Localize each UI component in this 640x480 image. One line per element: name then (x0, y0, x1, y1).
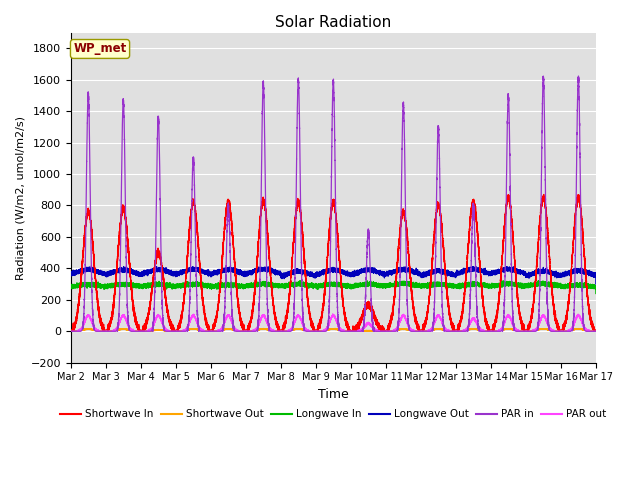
Text: WP_met: WP_met (74, 42, 127, 56)
X-axis label: Time: Time (318, 388, 349, 401)
Legend: Shortwave In, Shortwave Out, Longwave In, Longwave Out, PAR in, PAR out: Shortwave In, Shortwave Out, Longwave In… (56, 405, 611, 423)
Y-axis label: Radiation (W/m2, umol/m2/s): Radiation (W/m2, umol/m2/s) (15, 116, 25, 280)
Title: Solar Radiation: Solar Radiation (275, 15, 392, 30)
